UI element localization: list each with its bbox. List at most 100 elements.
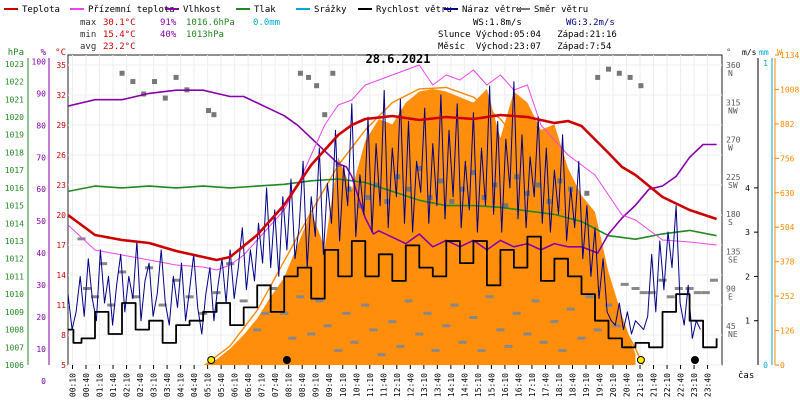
temperature-tick-10: 5 — [61, 361, 66, 370]
pressure-tick-17: 1006 — [5, 361, 24, 370]
wind-dir-point-56 — [620, 282, 629, 286]
legend-label-7: Směr větru — [534, 5, 588, 15]
pressure-tick-7: 1016 — [5, 184, 24, 193]
wind-dir-point-48 — [550, 320, 559, 324]
humidity-tick-0: 100 — [32, 57, 47, 66]
temperature-tick-1: 32 — [56, 91, 66, 100]
x-tick-9: 04:40 — [190, 373, 199, 397]
x-tick-30: 15:10 — [474, 373, 483, 397]
direction-tick-2: 270 — [726, 136, 741, 145]
wind-axis-title: m/s — [742, 48, 757, 57]
temperature-tick-0: 35 — [56, 61, 66, 70]
series-line-rychlost-větru — [68, 235, 718, 349]
wind-dir-point-42 — [496, 328, 505, 332]
wind-dir-point-upper-16 — [357, 203, 363, 209]
temperature-axis-title: °C — [55, 48, 66, 58]
x-tick-3: 01:40 — [109, 373, 118, 397]
x-tick-44: 22:10 — [663, 373, 672, 397]
pressure-tick-8: 1015 — [5, 202, 24, 211]
pressure-tick-3: 1020 — [5, 113, 24, 122]
wind-dir-point-upper-19 — [384, 199, 390, 205]
wind-dir-point-46 — [531, 299, 540, 303]
x-tick-32: 16:10 — [501, 373, 510, 397]
wind-dir-point-62 — [674, 287, 683, 290]
wind-dir-point-61 — [666, 295, 675, 299]
stats-sun: Slunce Východ:05:04 Západ:21:16 — [438, 30, 617, 40]
x-tick-11: 05:40 — [217, 373, 226, 397]
x-tick-34: 17:10 — [528, 373, 537, 397]
wind-dir-point-upper-24 — [438, 178, 444, 184]
x-tick-16: 08:10 — [285, 373, 294, 397]
x-tick-23: 11:40 — [379, 373, 388, 397]
series-line-teplota — [68, 113, 718, 262]
x-tick-31: 15:40 — [487, 373, 496, 397]
left-axes: hPa1023102210211020101910181017101610151… — [5, 48, 66, 386]
stats-max-press: 1016.6hPa — [186, 18, 235, 28]
wind-dir-point-upper-10 — [306, 74, 312, 80]
x-tick-41: 20:40 — [623, 373, 632, 397]
x-tick-26: 13:10 — [420, 373, 429, 397]
x-tick-18: 09:10 — [312, 373, 321, 397]
x-tick-14: 07:10 — [258, 373, 267, 397]
wind-dir-point-47 — [539, 340, 548, 344]
pressure-tick-6: 1017 — [5, 166, 24, 175]
solar-tick-5: 504 — [780, 223, 795, 232]
temperature-tick-8: 11 — [56, 301, 66, 310]
x-tick-15: 07:40 — [271, 373, 280, 397]
pressure-tick-9: 1014 — [5, 219, 24, 228]
pressure-tick-4: 1019 — [5, 131, 24, 140]
direction-tick-3: 225 — [726, 173, 741, 182]
legend-label-2: Vlhkost — [183, 5, 221, 15]
x-tick-35: 17:40 — [541, 373, 550, 397]
wind-dir-point-33 — [415, 332, 424, 336]
wind-dir-point-20 — [296, 295, 305, 299]
wind-dir-point-upper-39 — [605, 66, 611, 72]
wind-dir-point-27 — [361, 303, 370, 307]
wind-dir-point-14 — [239, 299, 248, 303]
pressure-tick-16: 1007 — [5, 343, 24, 352]
humidity-tick-4: 60 — [36, 185, 46, 194]
x-tick-5: 02:40 — [136, 373, 145, 397]
wind-dir-point-30 — [388, 320, 397, 324]
x-tick-28: 14:10 — [447, 373, 456, 397]
wind-dir-point-upper-17 — [365, 194, 371, 200]
x-tick-25: 12:40 — [406, 373, 415, 397]
stats-moon: Měsíc Východ:23:07 Západ:7:54 — [438, 42, 611, 52]
solar-tick-3: 756 — [780, 154, 795, 163]
wind-dir-point-53 — [593, 328, 602, 332]
rain-marker-0 — [207, 356, 216, 364]
direction-label-1: NW — [728, 106, 738, 115]
wind-dir-point-upper-0 — [119, 70, 125, 76]
humidity-tick-6: 40 — [36, 249, 46, 258]
wind-dir-point-upper-3 — [151, 79, 157, 85]
stats-max-label: max — [80, 18, 97, 28]
wind-dir-point-34 — [423, 311, 432, 315]
temperature-tick-5: 20 — [56, 211, 66, 220]
x-tick-47: 23:40 — [704, 373, 713, 397]
wind-dir-point-43 — [504, 344, 513, 348]
x-tick-21: 10:40 — [352, 373, 361, 397]
x-tick-1: 00:40 — [82, 373, 91, 397]
direction-label-6: E — [728, 293, 733, 302]
wind-dir-point-29 — [377, 353, 386, 357]
pressure-axis-title: hPa — [8, 48, 24, 58]
wind-dir-point-18 — [280, 311, 289, 315]
wind-dir-point-16 — [261, 311, 270, 315]
stats-ws: WS:1.8m/s — [473, 18, 522, 28]
wind-dir-point-upper-22 — [416, 165, 422, 171]
wind-dir-point-13 — [226, 262, 235, 266]
stats-min-temp: 15.4°C — [103, 30, 136, 40]
x-tick-10: 05:10 — [204, 373, 213, 397]
time-axis-label: čas — [738, 370, 754, 381]
direction-label-3: SW — [728, 181, 738, 190]
stats-max-rain: 0.0mm — [253, 18, 280, 28]
wind-dir-point-upper-26 — [460, 186, 466, 192]
wind-dir-point-upper-18 — [373, 182, 379, 188]
wind-dir-point-12 — [212, 291, 221, 295]
wind-dir-point-22 — [315, 299, 324, 303]
direction-label-7: NE — [728, 330, 738, 339]
wind-dir-point-58 — [639, 291, 648, 295]
solar-tick-1: 1008 — [780, 85, 799, 94]
direction-label-4: S — [728, 218, 733, 227]
wind-dir-point-23 — [323, 324, 332, 328]
